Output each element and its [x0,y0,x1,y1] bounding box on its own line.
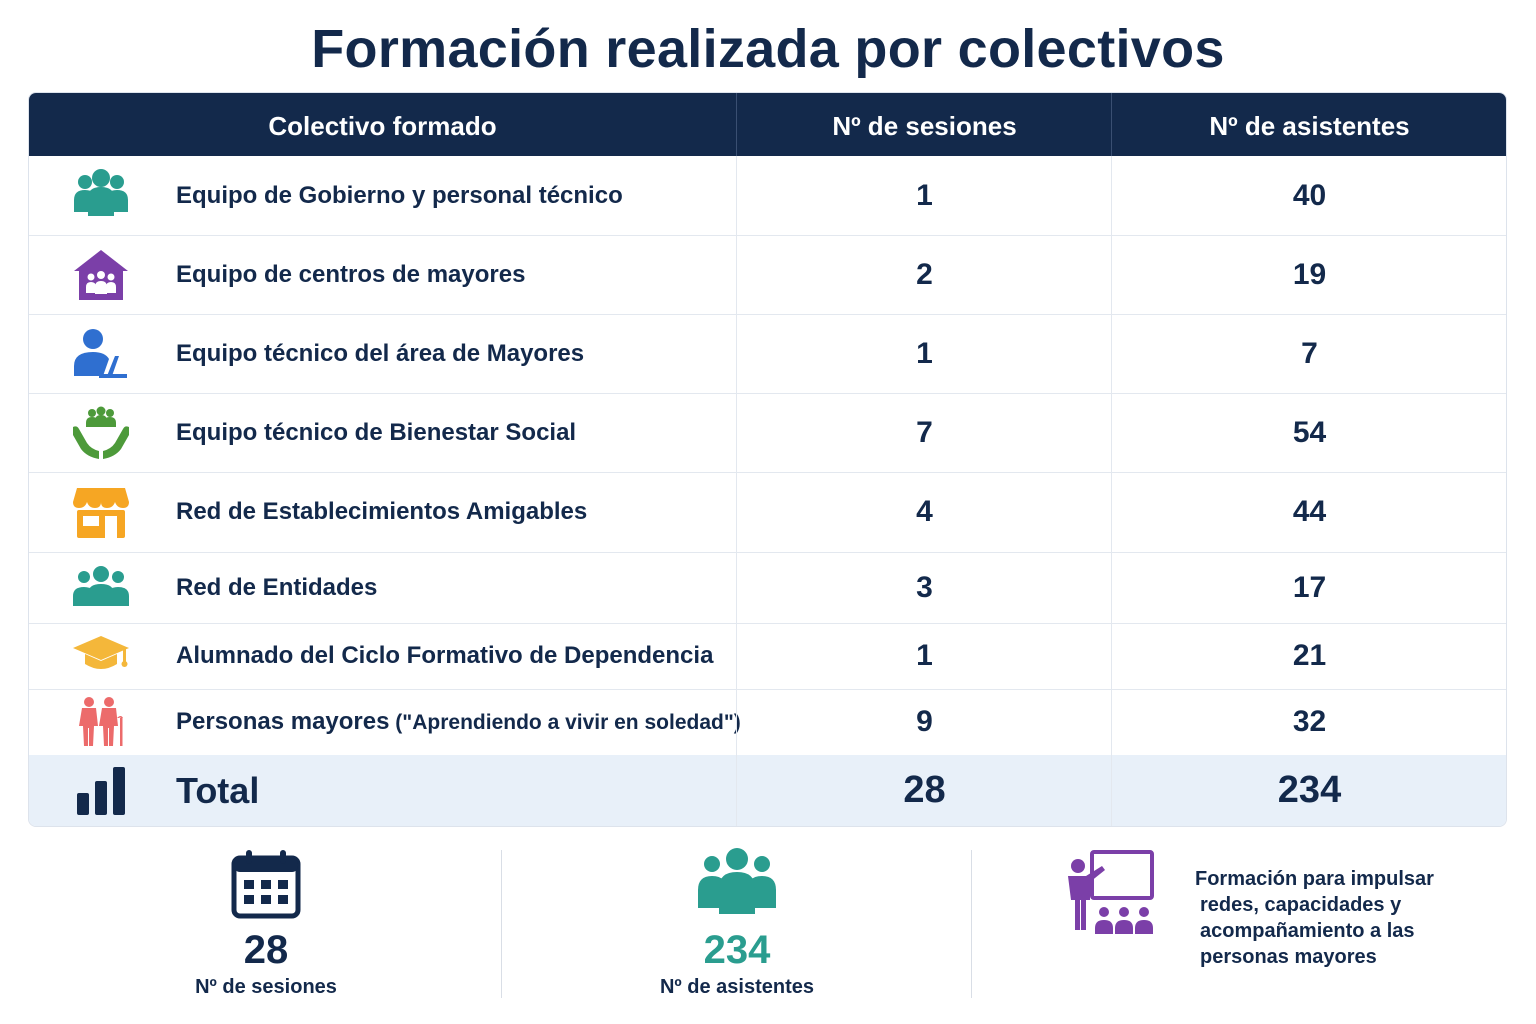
table-row: Alumnado del Ciclo Formativo de Dependen… [29,623,1506,690]
row-attendees: 44 [1111,472,1507,552]
caring-hands-icon [71,405,131,461]
calendar-icon [230,848,302,920]
row-attendees: 17 [1111,552,1507,623]
row-sessions: 9 [736,689,1112,755]
page-title: Formación realizada por colectivos [0,18,1536,80]
row-sessions: 1 [736,156,1112,235]
bar-chart-icon [71,763,131,819]
table-row: Personas mayores ("Aprendiendo a vivir e… [29,689,1506,756]
summary-attendees-value: 234 [627,928,847,972]
row-sessions: 7 [736,393,1112,472]
total-sessions: 28 [736,755,1112,826]
summary-attendees-caption: Nº de asistentes [627,976,847,999]
message-line: personas mayores [1195,944,1505,970]
header-group: Colectivo formado [29,93,736,156]
row-label: Red de Establecimientos Amigables [176,498,587,526]
table-row: Red de Establecimientos Amigables 4 44 [29,472,1506,553]
summary-sessions: 28 Nº de sesiones [166,848,366,999]
table-row: Red de Entidades 3 17 [29,552,1506,624]
technician-laptop-icon [71,326,131,382]
senior-center-house-icon [71,247,131,303]
row-attendees: 54 [1111,393,1507,472]
summary-sessions-value: 28 [166,928,366,972]
header-sessions: Nº de sesiones [736,93,1112,156]
row-attendees: 19 [1111,235,1507,314]
row-label: Alumnado del Ciclo Formativo de Dependen… [176,642,713,670]
graduation-cap-icon [71,628,131,684]
row-attendees: 7 [1111,314,1507,393]
elderly-couple-icon [71,694,131,750]
row-sessions: 2 [736,235,1112,314]
message-line: Formación para impulsar [1195,866,1505,892]
table-row: Equipo de Gobierno y personal técnico 1 … [29,156,1506,236]
row-note: ("Aprendiendo a vivir en soledad") [389,711,740,734]
header-attendees: Nº de asistentes [1111,93,1507,156]
summary-sessions-caption: Nº de sesiones [166,976,366,999]
total-attendees: 234 [1111,755,1507,826]
table-row: Equipo técnico de Bienestar Social 7 54 [29,393,1506,473]
table-row: Equipo de centros de mayores 2 19 [29,235,1506,315]
row-label: Equipo técnico del área de Mayores [176,340,584,368]
people-icon [697,848,777,920]
row-attendees: 32 [1111,689,1507,755]
row-label: Equipo de centros de mayores [176,261,525,289]
row-attendees: 40 [1111,156,1507,235]
training-table: Colectivo formado Nº de sesiones Nº de a… [28,92,1507,827]
message-line: redes, capacidades y [1195,892,1505,918]
row-label: Equipo técnico de Bienestar Social [176,419,576,447]
total-label: Total [176,770,259,812]
summary-attendees: 234 Nº de asistentes [627,848,847,999]
summary-divider [971,850,972,998]
total-row: Total 28 234 [29,755,1506,826]
message-line: acompañamiento a las [1195,918,1505,944]
table-header: Colectivo formado Nº de sesiones Nº de a… [29,93,1506,156]
row-label: Red de Entidades [176,574,377,602]
row-label: Personas mayores ("Aprendiendo a vivir e… [176,708,741,736]
team-icon [71,168,131,224]
row-sessions: 3 [736,552,1112,623]
row-label: Equipo de Gobierno y personal técnico [176,182,623,210]
row-sessions: 1 [736,314,1112,393]
table-row: Equipo técnico del área de Mayores 1 7 [29,314,1506,394]
row-sessions: 4 [736,472,1112,552]
group-icon [71,560,131,616]
summary-message: Formación para impulsar redes, capacidad… [1195,866,1505,970]
row-sessions: 1 [736,623,1112,689]
summary-divider [501,850,502,998]
row-attendees: 21 [1111,623,1507,689]
trainer-presentation-icon [1064,850,1160,936]
storefront-icon [71,484,131,540]
